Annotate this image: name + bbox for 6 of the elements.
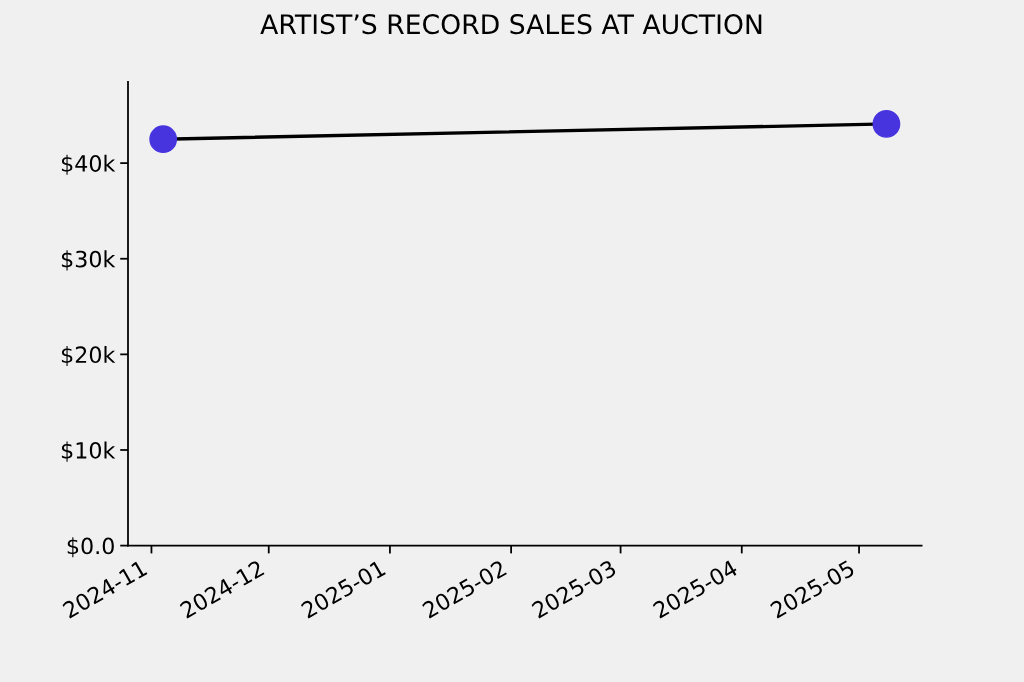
- y-tick-label: $40k: [61, 154, 116, 175]
- y-tick-label: $20k: [61, 345, 116, 367]
- y-tick-label: $30k: [61, 250, 116, 271]
- chart-title: ARTIST’S RECORD SALES AT AUCTION: [260, 14, 762, 35]
- y-tick-label: $0.0: [67, 537, 114, 558]
- y-tick-label: $10k: [61, 441, 116, 462]
